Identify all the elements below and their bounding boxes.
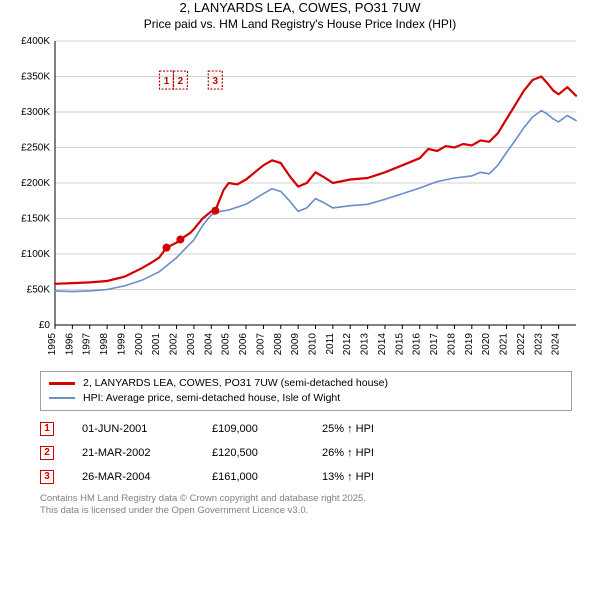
chart-title: 2, LANYARDS LEA, COWES, PO31 7UW [0, 0, 600, 17]
svg-text:2003: 2003 [186, 332, 197, 355]
sale-marker: 1 [40, 422, 54, 436]
sale-date: 26-MAR-2004 [82, 471, 212, 483]
sale-marker: 3 [40, 470, 54, 484]
svg-text:1997: 1997 [82, 332, 93, 355]
svg-text:3: 3 [213, 76, 219, 87]
svg-text:2015: 2015 [394, 332, 405, 355]
legend-swatch [49, 382, 75, 384]
svg-text:2021: 2021 [499, 332, 510, 355]
sale-row: 2 21-MAR-2002£120,50026% ↑ HPI [40, 441, 572, 465]
legend-row: HPI: Average price, semi-detached house,… [49, 391, 563, 406]
svg-text:2002: 2002 [169, 332, 180, 355]
attribution-line2: This data is licensed under the Open Gov… [40, 505, 572, 517]
svg-text:£350K: £350K [21, 71, 50, 82]
sale-hpi: 26% ↑ HPI [322, 447, 572, 459]
chart-area: £0 £50K £100K £150K £200K £250K £300K £350K £400… [14, 35, 586, 365]
sale-price: £109,000 [212, 423, 322, 435]
svg-text:2010: 2010 [308, 332, 319, 355]
chart-subtitle: Price paid vs. HM Land Registry's House … [0, 17, 600, 31]
svg-text:2018: 2018 [446, 332, 457, 355]
sale-price: £120,500 [212, 447, 322, 459]
legend: 2, LANYARDS LEA, COWES, PO31 7UW (semi-d… [40, 371, 572, 411]
legend-label: 2, LANYARDS LEA, COWES, PO31 7UW (semi-d… [83, 377, 388, 389]
svg-text:2014: 2014 [377, 332, 388, 355]
legend-swatch [49, 397, 75, 399]
legend-label: HPI: Average price, semi-detached house,… [83, 392, 340, 404]
svg-text:£300K: £300K [21, 107, 50, 118]
sale-price: £161,000 [212, 471, 322, 483]
line-chart: £0 £50K £100K £150K £200K £250K £300K £350K £400… [14, 35, 586, 365]
svg-text:2007: 2007 [255, 332, 266, 355]
sale-hpi: 25% ↑ HPI [322, 423, 572, 435]
attribution-line1: Contains HM Land Registry data © Crown c… [40, 493, 572, 505]
svg-text:2020: 2020 [481, 332, 492, 355]
svg-text:£200K: £200K [21, 178, 50, 189]
svg-text:2019: 2019 [464, 332, 475, 355]
svg-text:£250K: £250K [21, 142, 50, 153]
svg-text:2005: 2005 [221, 332, 232, 355]
sale-hpi: 13% ↑ HPI [322, 471, 572, 483]
svg-text:£50K: £50K [27, 284, 51, 295]
svg-text:2016: 2016 [412, 332, 423, 355]
svg-text:2008: 2008 [273, 332, 284, 355]
svg-text:2023: 2023 [533, 332, 544, 355]
svg-text:2004: 2004 [203, 332, 214, 355]
sale-date: 21-MAR-2002 [82, 447, 212, 459]
attribution: Contains HM Land Registry data © Crown c… [40, 493, 572, 517]
svg-text:£0: £0 [39, 320, 51, 331]
svg-text:2017: 2017 [429, 332, 440, 355]
svg-text:1999: 1999 [116, 332, 127, 355]
svg-text:2006: 2006 [238, 332, 249, 355]
svg-text:1: 1 [164, 76, 170, 87]
svg-text:2011: 2011 [325, 332, 336, 354]
svg-text:2024: 2024 [551, 332, 562, 355]
svg-text:£100K: £100K [21, 249, 50, 260]
svg-text:2: 2 [178, 76, 184, 87]
svg-text:2022: 2022 [516, 332, 527, 355]
sales-table: 1 01-JUN-2001£109,00025% ↑ HPI 2 21-MAR-200… [40, 417, 572, 489]
svg-text:2012: 2012 [342, 332, 353, 355]
sale-date: 01-JUN-2001 [82, 423, 212, 435]
sale-marker: 2 [40, 446, 54, 460]
sale-row: 1 01-JUN-2001£109,00025% ↑ HPI [40, 417, 572, 441]
svg-text:1998: 1998 [99, 332, 110, 355]
svg-text:1996: 1996 [64, 332, 75, 355]
svg-text:2000: 2000 [134, 332, 145, 355]
svg-text:2001: 2001 [151, 332, 162, 355]
svg-text:£150K: £150K [21, 213, 50, 224]
svg-text:1995: 1995 [47, 332, 58, 355]
svg-text:£400K: £400K [21, 36, 50, 47]
sale-row: 3 26-MAR-2004£161,00013% ↑ HPI [40, 465, 572, 489]
svg-text:2013: 2013 [360, 332, 371, 355]
legend-row: 2, LANYARDS LEA, COWES, PO31 7UW (semi-d… [49, 376, 563, 391]
svg-text:2009: 2009 [290, 332, 301, 355]
